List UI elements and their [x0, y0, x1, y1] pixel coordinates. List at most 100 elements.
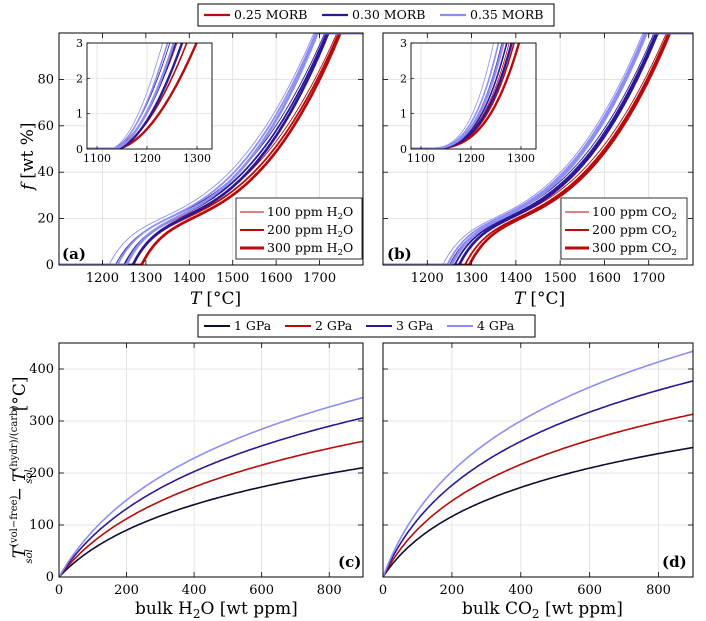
- b-xtick-label: 1200: [411, 271, 444, 286]
- a-inset-xtick-label: 1200: [133, 152, 161, 165]
- legend-top: 0.25 MORB 0.30 MORB 0.35 MORB: [197, 3, 555, 27]
- a-inset-ytick-label: 0: [76, 143, 83, 156]
- d-xtick-label: 800: [646, 583, 671, 598]
- c-xtick-label: 600: [249, 583, 274, 598]
- d-series-1-GPa: [382, 446, 694, 578]
- panel-a-letter: (a): [62, 245, 86, 263]
- legend-top-label-2: 0.30 MORB: [352, 7, 425, 22]
- d-xtick-label: 400: [508, 583, 533, 598]
- c-series-4-GPa: [58, 396, 364, 578]
- b-series-0.25-MORB-3: [383, 33, 693, 265]
- a-inset-frame: [86, 42, 213, 150]
- a-xtick-label: 1600: [260, 271, 293, 286]
- a-ytick-label: 0: [46, 258, 54, 273]
- a-inset-ytick-label: 2: [76, 72, 83, 85]
- legend-a-label-1: 100 ppm H2O: [267, 204, 353, 222]
- b-inset-xtick-label: 1300: [507, 152, 535, 165]
- a-ytick-label: 80: [37, 72, 54, 87]
- legend-top-label-1: 0.25 MORB: [234, 7, 307, 22]
- c-ytick-label: 300: [29, 414, 54, 429]
- b-inset-ytick-label: 1: [400, 108, 407, 121]
- a-inset-series-0.35-MORB-2: [87, 43, 169, 149]
- a-series-0.30-MORB-2: [59, 33, 363, 265]
- b-xtick-label: 1300: [455, 271, 488, 286]
- d-xtick-label: 200: [439, 583, 464, 598]
- b-xtick-label: 1700: [632, 271, 665, 286]
- b-series-0.25-MORB-2: [383, 33, 693, 265]
- a-inset-ytick-label: 3: [76, 37, 83, 50]
- legend-a-label-2: 200 ppm H2O: [267, 222, 353, 240]
- b-inset-ytick-label: 0: [400, 143, 407, 156]
- a-inset-series-0.30-MORB-3: [87, 43, 184, 149]
- c-series-2-GPa: [58, 440, 364, 578]
- d-series-2-GPa: [382, 413, 694, 578]
- a-inset-series-0.35-MORB-1: [87, 43, 163, 149]
- b-series-0.35-MORB-3: [383, 33, 693, 265]
- legend-b-label-2: 200 ppm CO2: [592, 222, 677, 240]
- c-series-3-GPa: [58, 417, 364, 578]
- b-frame: [382, 32, 694, 266]
- a-xtick-label: 1200: [86, 271, 119, 286]
- a-xtick-label: 1700: [303, 271, 336, 286]
- c-xtick-label: 200: [114, 583, 139, 598]
- c-ytick-label: 100: [29, 518, 54, 533]
- d-series-4-GPa: [382, 350, 694, 578]
- panel-d-letter: (d): [662, 553, 687, 571]
- b-series-0.35-MORB-1: [383, 33, 693, 265]
- b-xtick-label: 1400: [499, 271, 532, 286]
- c-series-1-GPa: [58, 467, 364, 578]
- c-ytick-label: 400: [29, 362, 54, 377]
- a-ytick-label: 60: [37, 119, 54, 134]
- a-inset-series-0.25-MORB-3: [87, 43, 198, 149]
- b-series-0.25-MORB-1: [383, 33, 693, 265]
- b-xtick-label: 1600: [588, 271, 621, 286]
- d-series-3-GPa: [382, 380, 694, 578]
- d-xtick-label: 0: [379, 583, 387, 598]
- c-xtick-label: 0: [55, 583, 63, 598]
- panel-c-xlabel: bulk H2O [wt ppm]: [135, 599, 298, 621]
- a-frame: [58, 32, 364, 266]
- panel-a-inner-legend: 100 ppm H2O 200 ppm H2O 300 ppm H2O: [235, 197, 363, 260]
- b-series-0.30-MORB-3: [383, 33, 693, 265]
- c-xtick-label: 400: [182, 583, 207, 598]
- c-frame: [58, 342, 364, 578]
- a-inset-series-0.35-MORB-3: [87, 43, 176, 149]
- a-xtick-label: 1400: [173, 271, 206, 286]
- a-inset-xtick-label: 1100: [83, 152, 111, 165]
- a-series-0.35-MORB-2: [59, 33, 363, 265]
- panel-c-letter: (c): [338, 553, 361, 571]
- panel-b-inner-legend: 100 ppm CO2 200 ppm CO2 300 ppm CO2: [560, 197, 688, 260]
- a-xtick-label: 1500: [216, 271, 249, 286]
- legend-mid-label-3: 3 GPa: [396, 318, 434, 333]
- a-series-0.35-MORB-1: [59, 33, 363, 265]
- a-ytick-label: 20: [37, 212, 54, 227]
- b-xtick-label: 1500: [544, 271, 577, 286]
- a-series-0.30-MORB-3: [59, 33, 363, 265]
- a-inset-series-0.30-MORB-1: [87, 43, 171, 149]
- b-series-0.30-MORB-2: [383, 33, 693, 265]
- a-series-0.30-MORB-1: [59, 33, 363, 265]
- panel-a-xlabel: T [°C]: [190, 289, 241, 309]
- legend-middle: 1 GPa 2 GPa 3 GPa 4 GPa: [197, 314, 536, 338]
- legend-b-label-3: 300 ppm CO2: [592, 240, 677, 258]
- d-xtick-label: 600: [577, 583, 602, 598]
- legend-top-label-3: 0.35 MORB: [470, 7, 543, 22]
- legend-mid-label-2: 2 GPa: [315, 318, 353, 333]
- a-series-0.25-MORB-3: [59, 33, 363, 265]
- b-inset-frame: [410, 42, 537, 150]
- panel-d: 0 200 400 600 800: [379, 342, 694, 598]
- a-series-0.35-MORB-3: [59, 33, 363, 265]
- legend-mid-label-1: 1 GPa: [234, 318, 272, 333]
- panel-d-xlabel: bulk CO2 [wt ppm]: [462, 599, 623, 621]
- d-plot-area: [383, 343, 693, 577]
- c-ytick-label: 200: [29, 466, 54, 481]
- a-ytick-label: 40: [37, 165, 54, 180]
- panel-c: 0 200 400 600 800 0 100 200 300 400: [29, 342, 364, 598]
- legend-mid-label-4: 4 GPa: [477, 318, 515, 333]
- panel-a-ylabel: f[wt %]: [18, 122, 38, 192]
- c-ytick-label: 0: [46, 570, 54, 585]
- a-inset-ytick-label: 1: [76, 108, 83, 121]
- a-series-0.25-MORB-2: [59, 33, 363, 265]
- legend-a-label-3: 300 ppm H2O: [267, 240, 353, 258]
- panel-c-ylabel: T(vol−free)sol−T(hydr)/(carb)sol[°C]: [9, 376, 35, 563]
